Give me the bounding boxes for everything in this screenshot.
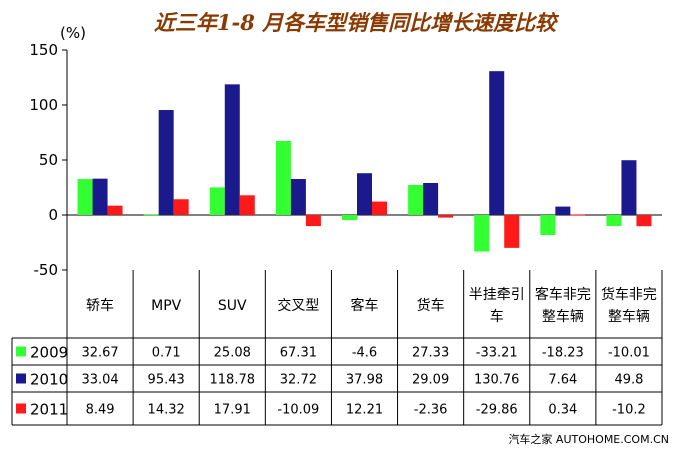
data-label: -10.01 — [608, 346, 650, 361]
bar-2010 — [224, 84, 240, 215]
y-axis: -50 0 50 100 150 — [29, 41, 662, 279]
bar-2009 — [342, 215, 357, 221]
bar-2011 — [504, 215, 520, 248]
data-label: 25.08 — [214, 346, 251, 361]
legend-swatch-2010 — [16, 373, 26, 384]
category-label: 客车非完 — [535, 286, 591, 303]
category-label: 货车 — [417, 297, 445, 314]
y-tick-label: 50 — [39, 151, 58, 169]
watermark: 汽车之家 AUTOHOME.COM.CN — [508, 432, 669, 446]
bar-2009 — [143, 214, 159, 216]
bar-2009 — [209, 187, 225, 215]
bar-2010 — [423, 183, 439, 215]
bar-2010 — [357, 173, 372, 215]
y-tick-label: 0 — [48, 206, 58, 224]
bar-2009 — [77, 179, 93, 215]
data-label: -10.2 — [612, 403, 646, 418]
data-label: -2.36 — [414, 403, 448, 418]
category-label: 客车 — [351, 297, 379, 314]
data-label: 118.78 — [210, 373, 256, 388]
legend-label: 2009 — [30, 344, 68, 362]
data-label: 29.09 — [412, 373, 449, 388]
legend-label: 2011 — [30, 401, 68, 419]
bar-2009 — [408, 184, 424, 215]
bar-2011 — [636, 215, 652, 227]
bar-2009 — [606, 215, 622, 227]
bar-marks — [77, 71, 652, 252]
data-label: 33.04 — [81, 373, 118, 388]
bar-2009 — [474, 215, 490, 252]
y-axis-unit: (%) — [60, 24, 86, 42]
data-label: 8.49 — [86, 403, 115, 418]
legend-label: 2010 — [30, 371, 68, 389]
data-label: 0.71 — [152, 346, 181, 361]
data-label: -29.86 — [476, 403, 518, 418]
data-label: -4.6 — [352, 346, 377, 361]
chart-title: 近三年1-8 月各车型销售同比增长速度比较 — [154, 10, 559, 35]
data-label: 7.64 — [548, 373, 577, 388]
data-label: 37.98 — [346, 373, 383, 388]
bar-2009 — [275, 140, 291, 215]
bar-2010 — [290, 179, 306, 215]
data-label: 12.21 — [346, 403, 383, 418]
category-label: 货车非完 — [601, 286, 657, 303]
bar-2010 — [489, 71, 505, 215]
data-label: 49.8 — [614, 373, 643, 388]
y-tick-label: 150 — [29, 41, 58, 59]
legend-swatch-2009 — [16, 346, 26, 357]
bar-2009 — [540, 215, 556, 236]
data-label: -10.09 — [277, 403, 319, 418]
data-label: 17.91 — [214, 403, 251, 418]
data-label: 95.43 — [148, 373, 185, 388]
data-label: 32.72 — [280, 373, 317, 388]
data-label: 32.67 — [81, 346, 118, 361]
category-label: 整车辆 — [608, 308, 650, 325]
bar-2011 — [305, 215, 321, 227]
bar-2011 — [372, 201, 387, 215]
category-label: 整车辆 — [542, 308, 584, 325]
category-label: 半挂牵引 — [469, 287, 525, 303]
data-label: 130.76 — [474, 373, 520, 388]
bar-2011 — [107, 205, 123, 215]
bar-2010 — [555, 206, 571, 215]
bar-2010 — [621, 160, 637, 215]
category-label: 车 — [490, 308, 504, 325]
category-label: 交叉型 — [277, 297, 319, 314]
bar-2010 — [158, 110, 174, 215]
category-label: SUV — [218, 298, 247, 314]
category-label: 轿车 — [86, 297, 114, 314]
data-label: 0.34 — [548, 403, 577, 418]
bar-2011 — [438, 215, 454, 218]
data-label: 27.33 — [412, 346, 449, 361]
bar-2011 — [570, 214, 586, 216]
data-label: 67.31 — [280, 346, 317, 361]
data-label: -18.23 — [542, 346, 584, 361]
bar-2011 — [239, 195, 255, 215]
y-tick-label: 100 — [29, 96, 58, 114]
bar-2010 — [92, 178, 108, 215]
y-tick-label: -50 — [34, 261, 59, 279]
bar-2011 — [173, 199, 189, 215]
data-label: 14.32 — [148, 403, 185, 418]
data-label: -33.21 — [476, 346, 518, 361]
legend-swatch-2011 — [16, 403, 26, 414]
category-label: MPV — [151, 298, 182, 314]
